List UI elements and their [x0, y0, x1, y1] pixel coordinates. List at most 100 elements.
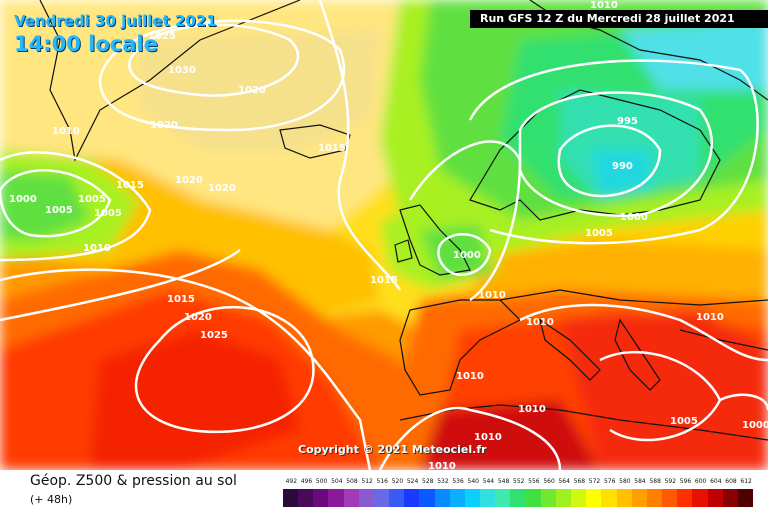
scale-swatch [404, 489, 420, 507]
isobar-label: 1005 [78, 194, 106, 205]
isobar-label: 1005 [94, 208, 122, 219]
scale-swatch [298, 489, 314, 507]
forecast-date: Vendredi 30 juillet 2021 [14, 12, 217, 30]
isobar-label: 995 [617, 116, 638, 127]
scale-tick-label: 512 [361, 478, 373, 485]
scale-swatch [313, 489, 329, 507]
scale-swatch [586, 489, 602, 507]
isobar-label: 1000 [620, 212, 648, 223]
isobar-label: 1015 [167, 294, 195, 305]
scale-swatch [737, 489, 754, 507]
isobar-label: 1020 [184, 312, 212, 323]
scale-tick-label: 572 [588, 478, 601, 485]
scale-swatch [464, 489, 481, 507]
isobar-label: 1015 [318, 143, 346, 154]
scale-tick-label: 536 [452, 478, 464, 485]
scale-swatch [571, 489, 587, 507]
isobar-label: 1005 [585, 228, 613, 239]
scale-swatch [389, 489, 405, 507]
scale-tick-label: 592 [664, 478, 677, 485]
isobar-label: 1005 [45, 205, 73, 216]
isobar-label: 990 [612, 161, 633, 172]
scale-tick-label: 588 [649, 478, 661, 485]
isobar-label: 1030 [168, 65, 196, 76]
color-scale: 492 496 500 504 508 512 516 520 524 528 532 536 540 5… [283, 472, 754, 510]
isobar-label: 1010 [456, 371, 484, 382]
isobar-label: 1025 [148, 31, 176, 42]
scale-tick-label: 528 [422, 478, 434, 485]
legend-title: Géop. Z500 & pression au sol [30, 473, 237, 489]
isobar-label: 1020 [175, 175, 203, 186]
scale-tick-label: 568 [573, 478, 586, 485]
isobar-label: 1010 [518, 404, 546, 415]
scale-swatch [419, 489, 436, 507]
scale-tick-label: 596 [679, 478, 692, 485]
model-run-banner: Run GFS 12 Z du Mercredi 28 juillet 2021 [470, 10, 768, 28]
isobar-label: 1010 [478, 290, 506, 301]
scale-swatch [616, 489, 633, 507]
scale-tick-label: 552 [513, 478, 525, 485]
scale-swatch [510, 489, 527, 507]
isobar-label: 1020 [208, 183, 236, 194]
legend-subtitle: (+ 48h) [30, 493, 73, 506]
scale-swatch [646, 489, 663, 507]
scale-swatch [677, 489, 693, 507]
scale-swatch [358, 489, 375, 507]
scale-swatch [434, 489, 451, 507]
scale-tick-label: 600 [694, 478, 707, 485]
isobar-label: 1010 [696, 312, 724, 323]
forecast-time: 14:00 locale [14, 32, 158, 56]
scale-tick-label: 604 [710, 478, 722, 485]
scale-swatch [343, 489, 360, 507]
isobar-label: 1010 [83, 243, 111, 254]
scale-swatch [480, 489, 496, 507]
coastlines [39, 0, 768, 441]
scale-swatch [449, 489, 466, 507]
isobar-label: 1010 [52, 126, 80, 137]
scale-swatch [328, 489, 345, 507]
scale-tick-label: 492 [285, 478, 298, 485]
scale-tick-label: 520 [391, 478, 404, 485]
isobar-labels: 1025 1030 1020 1010 1020 1015 1020 1020 … [9, 0, 768, 470]
isobar-label: 1015 [370, 275, 398, 286]
scale-swatch [631, 489, 648, 507]
scale-tick-label: 564 [558, 478, 570, 485]
scale-tick-label: 516 [376, 478, 388, 485]
scale-swatch [722, 489, 739, 507]
scale-tick-label: 496 [300, 478, 313, 485]
scale-tick-label: 524 [406, 478, 419, 485]
scale-swatch [707, 489, 724, 507]
scale-tick-label: 580 [619, 478, 631, 485]
scale-tick-label: 532 [437, 478, 449, 485]
scale-tick-label: 508 [346, 478, 358, 485]
scale-tick-label: 500 [315, 478, 328, 485]
weather-map: 1025 1030 1020 1010 1020 1015 1020 1020 … [0, 0, 768, 470]
scale-tick-label: 504 [331, 478, 343, 485]
scale-swatch [373, 489, 390, 507]
scale-swatch [525, 489, 542, 507]
scale-tick-label: 560 [543, 478, 555, 485]
scale-tick-label: 556 [528, 478, 540, 485]
scale-swatch [692, 489, 708, 507]
scale-tick-label: 608 [725, 478, 737, 485]
scale-swatch [495, 489, 511, 507]
isobars [0, 0, 768, 470]
scale-swatch [662, 489, 678, 507]
legend-footer: Géop. Z500 & pression au sol (+ 48h) 492… [0, 470, 768, 512]
scale-tick-label: 548 [497, 478, 510, 485]
copyright: Copyright © 2021 Meteociel.fr [298, 443, 487, 456]
scale-swatch [283, 489, 299, 507]
isobar-label: 1020 [150, 120, 178, 131]
isobar-label: 1000 [453, 250, 481, 261]
scale-tick-label: 584 [634, 478, 646, 485]
isobar-label: 1000 [9, 194, 37, 205]
scale-tick-label: 576 [603, 478, 616, 485]
scale-tick-label: 612 [740, 478, 752, 485]
scale-tick-label: 540 [467, 478, 479, 485]
scale-swatch [555, 489, 572, 507]
isobar-label: 1005 [670, 416, 698, 427]
isobar-label: 1010 [590, 0, 618, 11]
map-canvas: 1025 1030 1020 1010 1020 1015 1020 1020 … [0, 0, 768, 470]
isobar-label: 1010 [526, 317, 554, 328]
scale-tick-label: 544 [482, 478, 495, 485]
